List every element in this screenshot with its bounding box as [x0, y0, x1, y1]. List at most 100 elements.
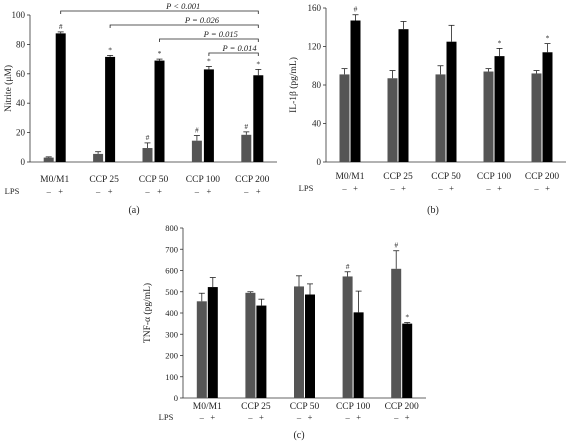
bar [154, 60, 165, 162]
y-tick-label: 100 [12, 10, 26, 20]
y-tick-label: 40 [312, 119, 322, 129]
category-label: CCP 25 [241, 402, 271, 412]
y-tick-label: 100 [165, 372, 178, 382]
significance-marker: * [158, 49, 162, 58]
panel-c: 0 100 200 300 400 500 600 700 800 TNF-α (pg/mL) # #… [142, 223, 426, 441]
panel-label: (a) [128, 205, 139, 216]
significance-marker: * [546, 34, 550, 43]
category-label: CCP 100 [186, 175, 220, 185]
category-label: M0/M1 [40, 175, 69, 185]
bar [43, 157, 54, 162]
bar [105, 56, 116, 162]
panel-label: (c) [293, 430, 304, 441]
category-label: M0/M1 [335, 172, 364, 182]
bar [203, 69, 214, 162]
category-label: CCP 200 [525, 172, 559, 182]
bar [253, 75, 264, 162]
significance-marker: # [394, 241, 398, 250]
y-tick-label: 40 [16, 98, 26, 108]
p-value-label: P < 0.001 [165, 1, 200, 11]
category-label: CCP 50 [290, 402, 320, 412]
significance-marker: * [256, 59, 260, 68]
bar [142, 148, 153, 162]
lps-mark: – [344, 412, 350, 422]
y-tick-label: 400 [165, 308, 178, 318]
bar [391, 268, 402, 398]
lps-mark: – [194, 186, 200, 196]
y-tick-label: 80 [16, 39, 26, 49]
bar [398, 29, 409, 162]
lps-mark: – [144, 186, 150, 196]
category-label: CCP 50 [431, 172, 461, 182]
lps-mark: – [296, 412, 302, 422]
lps-mark: + [210, 412, 215, 422]
bar [93, 153, 104, 162]
lps-mark: + [449, 183, 454, 193]
lps-row-label: LPS [299, 183, 314, 193]
category-label: CCP 25 [89, 175, 119, 185]
y-tick-label: 20 [16, 128, 26, 138]
y-tick-label: 0 [174, 393, 178, 403]
lps-mark: + [497, 183, 502, 193]
bar [207, 287, 218, 398]
category-label: CCP 100 [336, 402, 370, 412]
y-tick-label: 160 [308, 3, 322, 13]
significance-marker: # [146, 133, 150, 142]
category-label: CCP 25 [383, 172, 413, 182]
y-axis-title: TNF-α (pg/mL) [142, 283, 153, 343]
y-tick-label: 80 [312, 80, 322, 90]
y-tick-label: 0 [317, 157, 322, 167]
lps-mark: – [341, 183, 347, 193]
bar [305, 294, 315, 398]
bar [350, 20, 361, 163]
lps-row-label: LPS [5, 186, 20, 196]
y-tick-label: 300 [165, 329, 178, 339]
comparison-bracket: P = 0.014 [208, 43, 259, 56]
lps-mark: – [437, 183, 443, 193]
significance-marker: # [195, 126, 199, 135]
bracket-line [109, 24, 259, 28]
significance-marker: * [498, 38, 502, 47]
bar [342, 276, 353, 398]
bracket-line [159, 38, 259, 42]
bar [339, 74, 350, 162]
y-tick-label: 60 [16, 69, 26, 79]
bar [435, 74, 446, 162]
bar [294, 286, 304, 398]
bar [353, 312, 364, 398]
significance-marker: # [346, 262, 350, 271]
comparison-bracket: P = 0.015 [159, 29, 259, 42]
comparison-bracket: P < 0.001 [60, 1, 259, 14]
lps-mark: + [58, 186, 63, 196]
bar [483, 71, 494, 162]
significance-marker: * [207, 56, 211, 65]
y-axis-title: Nitrite (μM) [3, 65, 14, 112]
p-value-label: P = 0.026 [184, 15, 220, 25]
p-value-label: P = 0.014 [221, 43, 257, 53]
lps-mark: + [157, 186, 162, 196]
category-label: M0/M1 [193, 402, 222, 412]
lps-row-label: LPS [159, 412, 174, 422]
lps-mark: – [46, 186, 52, 196]
lps-mark: + [401, 183, 406, 193]
panel-label: (b) [427, 205, 439, 216]
bar [241, 134, 252, 162]
category-label: CCP 50 [139, 175, 169, 185]
lps-mark: – [485, 183, 491, 193]
significance-marker: # [354, 5, 358, 14]
bar [446, 41, 457, 162]
y-tick-label: 200 [165, 351, 178, 361]
lps-mark: – [389, 183, 395, 193]
comparison-bracket: P = 0.026 [109, 15, 259, 28]
category-label: CCP 200 [385, 402, 419, 412]
lps-mark: + [207, 186, 212, 196]
bar [531, 73, 542, 162]
lps-mark: + [259, 412, 264, 422]
lps-mark: – [199, 412, 205, 422]
y-tick-label: 800 [165, 223, 178, 233]
y-axis-title: IL-1β (pg/mL) [288, 57, 299, 113]
bar [256, 305, 267, 398]
